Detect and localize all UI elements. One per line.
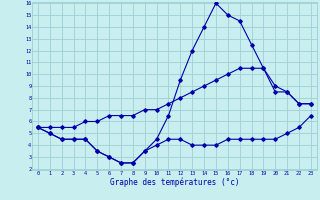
X-axis label: Graphe des températures (°c): Graphe des températures (°c)	[110, 177, 239, 187]
